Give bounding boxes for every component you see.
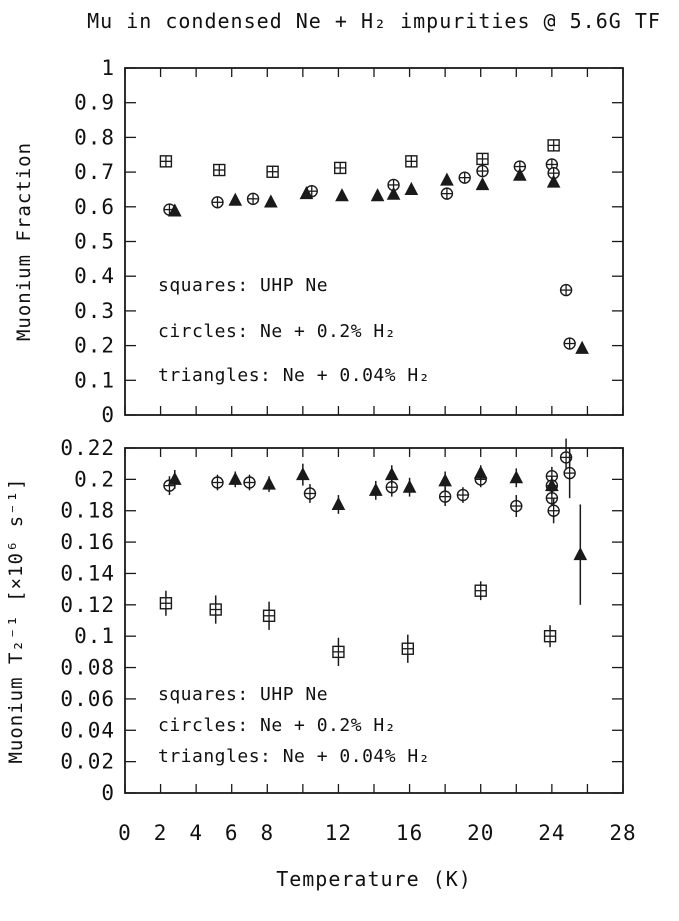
ytick-label: 0.08 xyxy=(60,656,115,680)
figure-title: Mu in condensed Ne + H₂ impurities @ 5.6… xyxy=(87,9,661,33)
ytick-label: 0.2 xyxy=(74,467,115,491)
xtick-label: 20 xyxy=(467,821,494,845)
ytick-label: 0.02 xyxy=(60,750,115,774)
ytick-label: 0.1 xyxy=(74,624,115,648)
legend-line-bottom: triangles: Ne + 0.04% H₂ xyxy=(158,746,430,767)
legend-line-top: squares: UHP Ne xyxy=(158,275,328,296)
xtick-label: 12 xyxy=(325,821,352,845)
series-square-bottom xyxy=(159,581,557,666)
panel-top: 1 0.9 0.8 0.7 0.6 0.5 0.4 0.3 0.2 0.1 0 Muonium Fra… xyxy=(13,56,624,427)
series-triangle-bottom xyxy=(167,463,588,605)
xtick-label: 8 xyxy=(260,821,274,845)
ytick-label: 0.6 xyxy=(74,195,115,219)
xtick-label: 4 xyxy=(189,821,203,845)
xtick-label: 24 xyxy=(538,821,565,845)
ytick-label: 0.3 xyxy=(74,299,115,323)
ytick-label: 0.1 xyxy=(74,368,115,392)
y-axis-label-top: Muonium Fraction xyxy=(13,142,35,341)
ytick-label: 0 xyxy=(101,781,115,805)
legend-line-bottom: squares: UHP Ne xyxy=(158,684,328,705)
ytick-label: 0.18 xyxy=(60,499,115,523)
panel-frame-top xyxy=(124,67,624,416)
ytick-label: 0.06 xyxy=(60,687,115,711)
series-circle-bottom xyxy=(163,438,576,524)
xtick-label: 0 xyxy=(118,821,132,845)
xtick-label: 2 xyxy=(154,821,168,845)
xtick-label: 16 xyxy=(396,821,423,845)
ytick-label: 0.2 xyxy=(74,334,115,358)
ytick-label: 0.5 xyxy=(74,230,115,254)
ytick-label: 0.8 xyxy=(74,125,115,149)
ytick-label: 1 xyxy=(101,56,115,80)
legend-line-bottom: circles: Ne + 0.2% H₂ xyxy=(158,715,396,736)
ytick-label: 0.16 xyxy=(60,530,115,554)
ytick-label: 0.04 xyxy=(60,718,115,742)
xtick-label: 6 xyxy=(225,821,239,845)
ytick-label: 0 xyxy=(101,403,115,427)
panel-bottom: 0.22 0.2 0.18 0.16 0.14 0.12 0.1 0.08 0.06 0.04 0.… xyxy=(5,436,624,805)
legend-line-top: triangles: Ne + 0.04% H₂ xyxy=(158,365,430,386)
legend-line-top: circles: Ne + 0.2% H₂ xyxy=(158,321,396,342)
y-axis-label-bottom: Muonium T₂⁻¹ [×10⁶ s⁻¹] xyxy=(5,477,27,763)
ytick-label: 0.14 xyxy=(60,561,115,585)
x-axis-label: Temperature (K) xyxy=(276,867,472,891)
ytick-label: 0.7 xyxy=(74,160,115,184)
ytick-label: 0.22 xyxy=(60,436,115,460)
ytick-label: 0.12 xyxy=(60,593,115,617)
ytick-label: 0.9 xyxy=(74,91,115,115)
ytick-label: 0.4 xyxy=(74,264,115,288)
series-square-top xyxy=(159,139,560,178)
xtick-label: 28 xyxy=(609,821,636,845)
series-triangle-top xyxy=(167,167,589,354)
